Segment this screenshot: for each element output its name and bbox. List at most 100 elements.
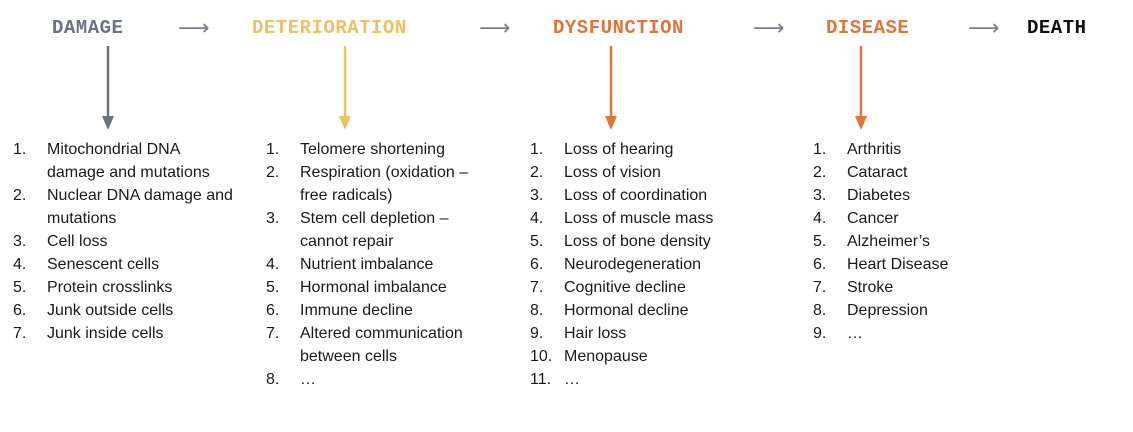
list-item-text: … [300,371,316,388]
list-item-text: … [564,371,580,388]
list-item-number: 9. [530,325,544,342]
flow-arrow-icon: ⟶ [178,16,210,41]
list-item-number: 1. [13,141,27,158]
list-item: 4. Senescent cells [13,253,238,276]
list-item: 2. Loss of vision [530,161,770,184]
list-item-number: 1. [266,141,280,158]
list-item: 2. Nuclear DNA damage and mutations [13,184,238,230]
list-item-number: 8. [266,371,280,388]
list-item-number: 6. [530,256,544,273]
stage-title-death: DEATH [1027,17,1087,39]
list-item-number: 3. [266,210,280,227]
list-item-text: Hormonal imbalance [300,279,447,296]
list-item-text: Junk outside cells [47,302,174,319]
list-item-text: Neurodegeneration [564,256,701,273]
list-item-number: 7. [813,279,827,296]
list-item-text: Loss of vision [564,164,661,181]
list-item-number: 2. [813,164,827,181]
flow-arrow-icon: ⟶ [753,16,785,41]
list-item: 4. Nutrient imbalance [266,253,496,276]
list-item-text: Immune decline [300,302,413,319]
list-item-text: Diabetes [847,187,911,204]
list-item: 5. Alzheimer’s [813,230,1013,253]
list-item-text: Nuclear DNA damage and mutations [47,187,233,227]
list-item-text: Hormonal decline [564,302,689,319]
list-item-text: Nutrient imbalance [300,256,434,273]
list-item-number: 3. [13,233,27,250]
list-item: 6. Neurodegeneration [530,253,770,276]
list-item: 3. Stem cell depletion – cannot repair [266,207,496,253]
list-item-number: 5. [13,279,27,296]
stage-title-damage: DAMAGE [52,17,124,39]
list-item-text: Telomere shortening [300,141,445,158]
list-item: 1. Arthritis [813,138,1013,161]
list-item-text: Senescent cells [47,256,160,273]
list-item-text: Alzheimer’s [847,233,930,250]
list-item-number: 2. [266,164,280,181]
list-item-number: 5. [813,233,827,250]
list-item-number: 2. [530,164,544,181]
list-item: 8. Hormonal decline [530,299,770,322]
list-item: 1. Mitochondrial DNA damage and mutations [13,138,238,184]
list-item-text: Hair loss [564,325,627,342]
list-item-number: 1. [530,141,544,158]
list-item-number: 4. [13,256,27,273]
stage-title-deterioration: DETERIORATION [252,17,407,39]
list-item-number: 6. [266,302,280,319]
down-arrow-icon [605,46,617,130]
list-item-text: Loss of muscle mass [564,210,714,227]
list-item-number: 7. [13,325,27,342]
list-item-number: 5. [530,233,544,250]
list-item: 1. Loss of hearing [530,138,770,161]
list-item-text: Heart Disease [847,256,949,273]
list-item: 3. Cell loss [13,230,238,253]
list-item: 5. Loss of bone density [530,230,770,253]
list-item: 9. Hair loss [530,322,770,345]
list-item: 5. Hormonal imbalance [266,276,496,299]
list-item-text: Altered communication between cells [300,325,463,365]
list-item-number: 9. [813,325,827,342]
list-item-number: 5. [266,279,280,296]
list-item-number: 1. [813,141,827,158]
list-item: 6. Heart Disease [813,253,1013,276]
dysfunction-list: 1. Loss of hearing 2. Loss of vision 3. Loss … [530,138,770,391]
list-item: 7. Stroke [813,276,1013,299]
list-item: 4. Cancer [813,207,1013,230]
list-item: 2. Respiration (oxidation – free radicals… [266,161,496,207]
list-item-text: Loss of hearing [564,141,674,158]
list-item: 7. Altered communication between cells [266,322,496,368]
list-item: 8. Depression [813,299,1013,322]
list-item-number: 4. [813,210,827,227]
list-item: 1. Telomere shortening [266,138,496,161]
down-arrow-icon [339,46,351,130]
list-item-text: Cataract [847,164,908,181]
list-item: 4. Loss of muscle mass [530,207,770,230]
list-item: 7. Junk inside cells [13,322,238,345]
list-item-text: Junk inside cells [47,325,164,342]
flow-arrow-icon: ⟶ [479,16,511,41]
list-item-text: Mitochondrial DNA damage and mutations [47,141,210,181]
list-item-text: Stem cell depletion – cannot repair [300,210,449,250]
list-item-text: Stroke [847,279,894,296]
list-item-text: Cognitive decline [564,279,686,296]
down-arrow-icon [102,46,114,130]
stage-title-disease: DISEASE [826,17,910,39]
list-item-number: 3. [530,187,544,204]
disease-list: 1. Arthritis 2. Cataract 3. Diabetes 4. Cancer 5… [813,138,1013,345]
flow-arrow-icon: ⟶ [968,16,1000,41]
list-item: 7. Cognitive decline [530,276,770,299]
list-item-text: Loss of bone density [564,233,711,250]
list-item-text: Menopause [564,348,648,365]
list-item: 6. Junk outside cells [13,299,238,322]
list-item: 9.… [813,322,1013,345]
list-item: 5. Protein crosslinks [13,276,238,299]
list-item-text: Loss of coordination [564,187,708,204]
list-item-number: 6. [813,256,827,273]
list-item-number: 11. [530,371,552,388]
list-item: 3. Loss of coordination [530,184,770,207]
list-item-text: Cancer [847,210,899,227]
list-item: 3. Diabetes [813,184,1013,207]
list-item-text: Arthritis [847,141,902,158]
list-item-number: 4. [530,210,544,227]
list-item-number: 8. [813,302,827,319]
